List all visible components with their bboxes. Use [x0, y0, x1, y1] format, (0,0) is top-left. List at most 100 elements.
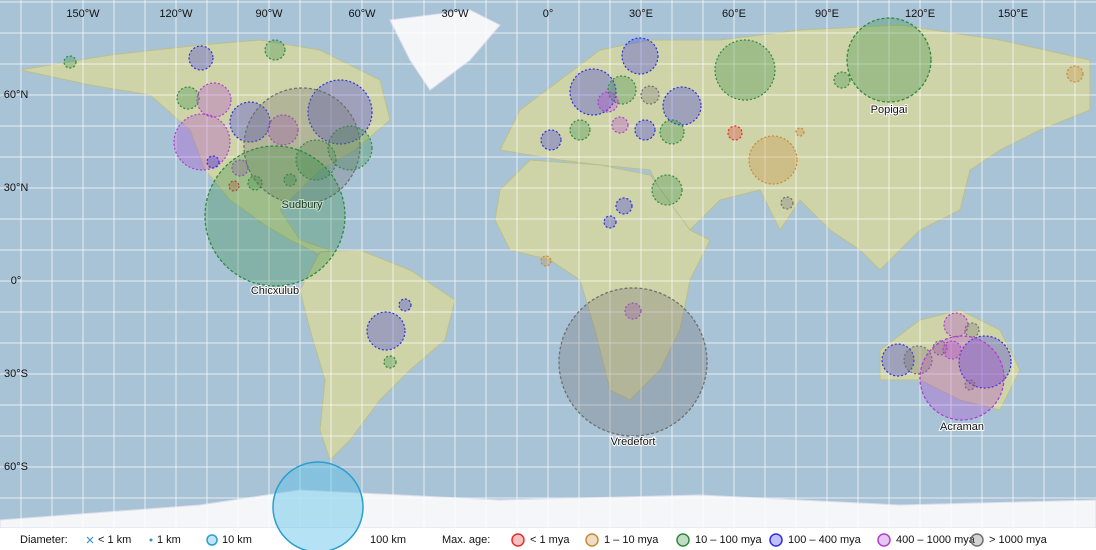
crater-symbol: [540, 129, 562, 151]
legend-swatch: [676, 533, 690, 547]
crater-symbol: [597, 91, 619, 113]
crater-label: Popigai: [871, 104, 908, 116]
crater-symbol: [188, 45, 214, 71]
crater-symbol: [881, 343, 915, 377]
crater-label: Vredefort: [611, 436, 656, 448]
crater-label: Chicxulub: [251, 285, 299, 297]
australia: [879, 309, 1021, 411]
latitude-label: 30°S: [4, 368, 28, 380]
longitude-label: 120°E: [905, 8, 935, 20]
greenland: [389, 9, 501, 91]
longitude-label: 0°: [543, 8, 554, 20]
crater-symbol: [327, 125, 373, 171]
craters: [63, 37, 1084, 391]
longitude-label: 150°E: [998, 8, 1028, 20]
crater-circle: [243, 87, 361, 205]
legend-title: Max. age:: [442, 534, 490, 546]
crater-symbol: [795, 127, 805, 137]
crater-symbol: [662, 86, 702, 126]
crater-symbol: [295, 139, 337, 181]
legend: Diameter: < 1 km 1 km 10 km 100 km Max. age: <…: [20, 533, 1048, 547]
crater-circle: [846, 17, 932, 103]
legend-label: > 1000 mya: [989, 534, 1048, 546]
crater-circle: [558, 287, 708, 437]
longitude-label: 120°W: [159, 8, 193, 20]
crater-symbol: [748, 135, 798, 185]
crater-symbol: [540, 255, 552, 267]
legend-background: [0, 528, 1096, 550]
crater-circle: [204, 145, 346, 287]
crater-label: Acraman: [940, 421, 984, 433]
crater-symbol: [229, 101, 271, 143]
crater-symbol: [569, 119, 591, 141]
crater-symbol: [196, 82, 232, 118]
crater-symbol: [247, 175, 263, 191]
north-america: [19, 39, 391, 256]
latitude-label: 0°: [11, 275, 22, 287]
crater-symbol: [1066, 65, 1084, 83]
crater-symbol: [264, 39, 286, 61]
legend-swatch: [970, 533, 984, 547]
legend-swatch: [511, 533, 525, 547]
crater-label: Sudbury: [282, 199, 323, 211]
crater-symbol: [231, 159, 249, 177]
legend-cross: [86, 536, 94, 544]
crater-symbol: [621, 37, 659, 75]
south-america: [299, 249, 456, 461]
longitude-label: 60°W: [348, 8, 376, 20]
longitude-label: 90°W: [255, 8, 283, 20]
crater-symbol: [173, 113, 231, 171]
land: [19, 24, 1091, 461]
legend-label: 10 – 100 mya: [695, 534, 763, 546]
crater-symbol: [780, 196, 794, 210]
legend-swatch: [877, 533, 891, 547]
crater-symbol: [714, 39, 776, 101]
crater-symbol: [569, 68, 617, 116]
crater-symbol: [283, 173, 297, 187]
crater-symbol: [607, 75, 637, 105]
crater-symbol: [659, 119, 685, 145]
legend-label: 100 – 400 mya: [788, 534, 862, 546]
crater-symbol: [964, 322, 980, 338]
crater-symbol: [603, 215, 617, 229]
legend-dot: [149, 538, 153, 542]
crater-symbol: [176, 86, 200, 110]
longitude-label: 30°W: [441, 8, 469, 20]
legend-label: < 1 mya: [530, 534, 570, 546]
crater-symbol: [943, 312, 969, 338]
crater-symbol: [640, 85, 660, 105]
crater-symbol: [383, 355, 397, 369]
crater-symbol: [903, 345, 933, 375]
longitude-label: 90°E: [815, 8, 839, 20]
crater-symbol: [206, 155, 220, 169]
crater-symbol: [651, 174, 683, 206]
longitude-label: 150°W: [66, 8, 100, 20]
crater-symbol: [228, 180, 240, 192]
crater-symbol: [366, 311, 406, 351]
legend-swatch: [769, 533, 783, 547]
legend-label: 400 – 1000 mya: [896, 534, 976, 546]
legend-100km-symbol: [272, 461, 364, 550]
named-craters: Sudbury Chicxulub Popigai Vredefort Acraman: [204, 17, 1005, 449]
africa: [494, 159, 711, 401]
crater-symbol: [267, 114, 299, 146]
legend-swatch: [585, 533, 599, 547]
legend-label: 1 – 10 mya: [604, 534, 659, 546]
latitude-label: 60°N: [4, 89, 29, 101]
legend-label: 1 km: [157, 534, 181, 546]
crater-symbol: [615, 197, 633, 215]
latitude-label: 30°N: [4, 182, 29, 194]
crater-symbol: [833, 71, 851, 89]
crater-symbol: [634, 119, 656, 141]
crater-symbol: [964, 379, 976, 391]
crater-circle: [919, 335, 1005, 421]
crater-symbol: [942, 340, 962, 360]
latitude-label: 60°S: [4, 461, 28, 473]
longitude-label: 60°E: [722, 8, 746, 20]
ticks: 150°W 120°W 90°W 60°W 30°W 0° 30°E 60°E 90°E 120°…: [4, 8, 1028, 473]
crater-symbol: [307, 79, 373, 145]
longitude-label: 30°E: [629, 8, 653, 20]
legend-label: < 1 km: [98, 534, 131, 546]
crater-symbol: [398, 298, 412, 312]
